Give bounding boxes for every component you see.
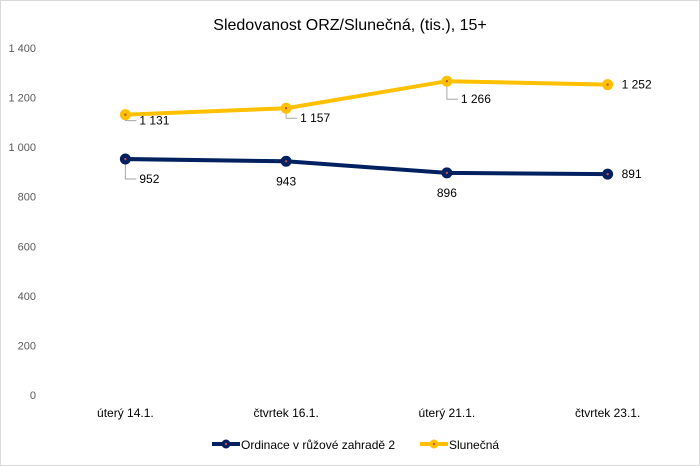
data-point-center [284,160,288,163]
series-group: 952 943 896 891 1 131 1 157 1 266 1 252 [119,75,652,200]
data-label: 1 131 [139,114,169,128]
legend-marker-center [432,442,436,446]
series-line-1 [125,79,608,117]
x-tick-label: čtvrtek 23.1. [575,406,640,420]
y-tick-label: 600 [18,241,36,253]
leader-line [124,159,137,180]
series-line-0 [125,157,608,177]
data-label: 952 [139,172,159,186]
y-tick-label: 200 [18,340,36,352]
x-axis: úterý 14.1. čtvrtek 16.1. úterý 21.1. čtvrt… [97,406,640,420]
legend-label: Ordinace v růžové zahradě 2 [241,438,395,452]
data-point-center [445,171,449,175]
data-point-center [284,107,288,110]
y-tick-label: 1 200 [8,93,36,105]
x-tick-label: čtvrtek 16.1. [253,406,318,420]
legend-label: Slunečná [449,438,499,452]
y-tick-label: 1 000 [8,142,36,154]
data-point-center [445,80,449,83]
leader-line [446,81,458,100]
y-tick-label: 1 400 [8,43,36,55]
data-point-center [124,113,127,116]
data-label: 1 252 [622,78,652,92]
chart-title: Sledovanost ORZ/Slunečná, (tis.), 15+ [213,17,486,34]
data-point-center [606,83,609,86]
data-label: 896 [437,186,457,200]
data-label: 1 266 [461,92,491,106]
y-axis: 0 200 400 600 800 1 000 1 200 1 400 [8,43,36,402]
data-label: 1 157 [300,111,330,125]
x-tick-label: úterý 14.1. [97,406,154,420]
y-tick-label: 400 [18,291,36,303]
y-tick-label: 800 [18,192,36,204]
data-point-center [606,172,609,176]
data-label: 891 [622,167,642,181]
legend: Ordinace v růžové zahradě 2 Slunečná [212,438,499,452]
x-tick-label: úterý 21.1. [419,406,476,420]
data-label: 943 [276,174,296,188]
y-tick-label: 0 [30,390,36,402]
data-point-center [124,157,127,161]
legend-marker-center [224,442,228,446]
